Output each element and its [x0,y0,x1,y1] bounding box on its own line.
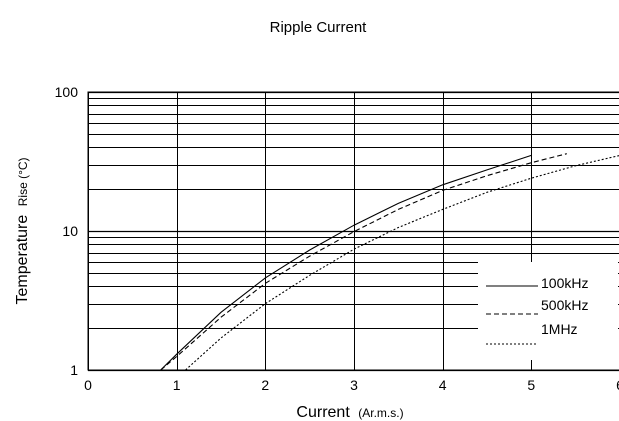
chart-title: Ripple Current [270,19,368,36]
x-tick-label: 4 [439,377,447,393]
y-tick-label: 10 [62,223,78,239]
y-tick-label: 1 [70,362,78,378]
y-tick-labels: 1 10 100 [55,84,79,378]
y-axis-label-main: Temperature [14,215,31,305]
x-axis-label-main: Current [296,404,350,421]
y-axis-label: Temperature Rise (°C) [14,157,31,304]
x-tick-label: 0 [84,377,92,393]
legend-label-1mhz: 1MHz [541,321,578,337]
legend-box [478,262,618,360]
x-tick-labels: 0 1 2 3 4 5 6 [84,377,619,393]
series-layer [160,153,619,371]
series-line-1mhz [185,155,619,371]
legend-label-100khz: 100kHz [541,275,588,291]
x-axis-label-unit: (Ar.m.s.) [358,406,403,420]
x-tick-label: 5 [527,377,535,393]
plot-grid [87,91,619,372]
x-tick-label: 3 [350,377,358,393]
legend-label-500khz: 500kHz [541,297,588,313]
x-axis-label: Current (Ar.m.s.) [296,404,403,421]
series-line-100khz [160,154,532,371]
y-axis-label-unit: Rise (°C) [16,157,30,206]
legend: 100kHz 500kHz 1MHz [478,262,618,360]
x-tick-label: 6 [616,377,619,393]
series-line-500khz [160,153,567,371]
x-tick-label: 1 [173,377,181,393]
x-tick-label: 2 [261,377,269,393]
y-tick-label: 100 [55,84,79,100]
